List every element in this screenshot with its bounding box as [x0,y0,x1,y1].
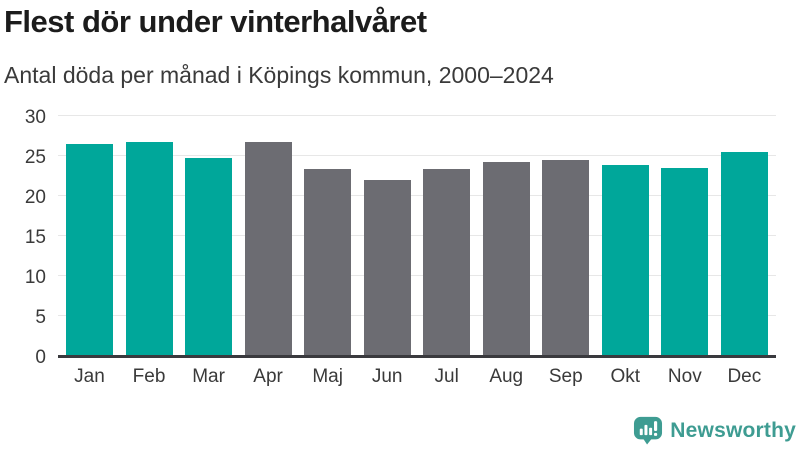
x-tick-label-sep: Sep [548,366,583,387]
chart-subtitle: Antal döda per månad i Köpings kommun, 2… [4,62,554,88]
y-tick-label: 25 [24,147,46,168]
y-tick-label: 0 [35,347,46,368]
bar-feb [125,141,173,355]
y-tick-label: 30 [24,107,46,128]
bar-dec [720,151,768,355]
bar-series [58,118,776,355]
plot-area [58,115,776,358]
bar-jul [423,169,471,355]
x-tick-label-maj: Maj [312,366,343,387]
bar-maj [304,168,352,355]
bar-jun [363,179,411,355]
y-tick-label: 10 [24,267,46,288]
newsworthy-logo-text: Newsworthy [670,418,796,442]
x-tick-label-jun: Jun [371,366,403,387]
gridline-10 [58,275,776,276]
y-axis: 0 5 10 15 20 25 30 [0,107,46,368]
gridline-30 [58,115,776,116]
x-axis: Jan Feb Mar Apr Maj Jun Jul Aug Sep Okt Nov Dec [58,366,776,388]
y-tick-label: 20 [24,187,46,208]
bar-okt [601,164,649,355]
x-tick-label-dec: Dec [727,366,762,387]
bar-chart-speech-bubble-icon [634,416,663,445]
y-tick-label: 15 [24,227,46,248]
x-tick-label-apr: Apr [253,366,283,387]
newsworthy-logo[interactable]: Newsworthy [633,416,796,445]
chart-title: Flest dör under vinterhalvåret [4,4,427,39]
bar-sep [542,159,590,355]
x-tick-label-feb: Feb [132,366,166,387]
x-tick-label-mar: Mar [192,366,225,387]
y-tick-label: 5 [35,307,46,328]
x-tick-label-aug: Aug [489,366,524,387]
gridline-25 [58,155,776,156]
gridline-5 [58,315,776,316]
x-tick-label-okt: Okt [610,366,641,387]
x-tick-label-jul: Jul [434,366,459,387]
bar-apr [244,141,292,355]
bar-aug [482,162,530,355]
bar-mar [185,158,233,355]
x-tick-label-nov: Nov [667,366,702,387]
bar-jan [66,144,113,355]
gridline-20 [58,195,776,196]
bar-nov [661,167,709,355]
x-tick-label-jan: Jan [74,366,105,387]
gridline-15 [58,235,776,236]
